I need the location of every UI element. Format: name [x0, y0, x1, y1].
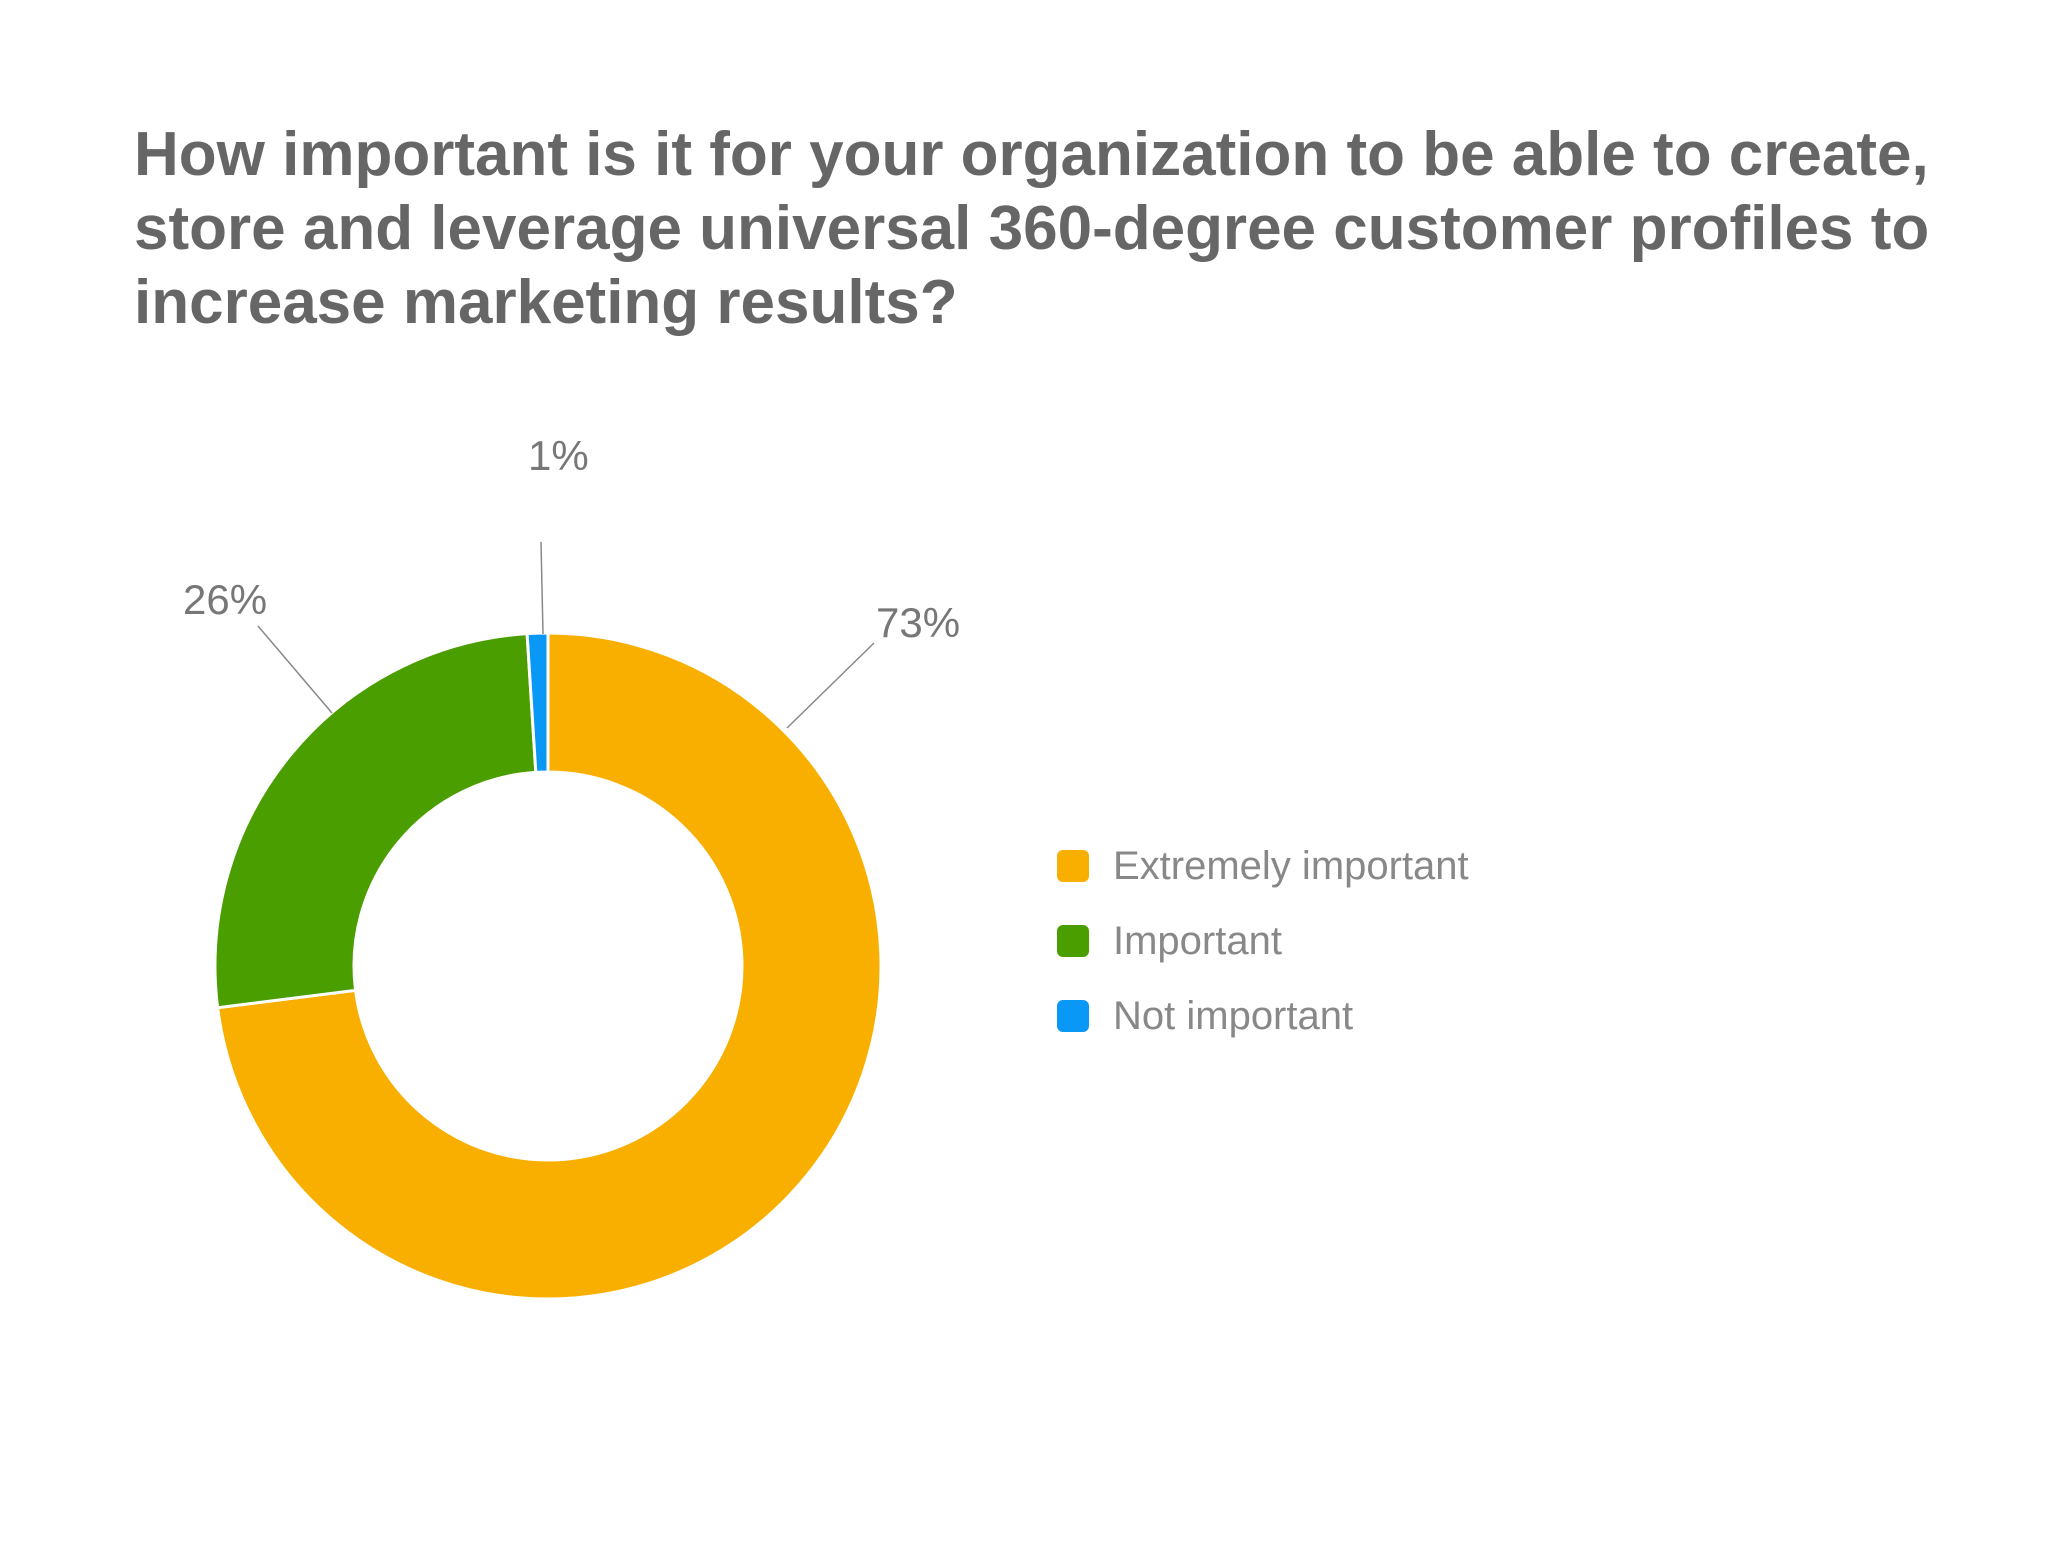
donut-slices: [213, 631, 883, 1301]
slice-important: [213, 632, 538, 1010]
slice-labels: 73% 26% 1%: [183, 432, 960, 646]
legend-swatch-not-important: [1057, 1000, 1089, 1032]
slice-not-important: [525, 631, 550, 774]
legend-label-extremely-important: Extremely important: [1113, 844, 1469, 888]
legend-swatch-extremely-important: [1057, 850, 1089, 882]
slice-label-extremely-important: 73%: [876, 599, 960, 646]
legend[interactable]: Extremely important Important Not importan…: [1057, 844, 1469, 1038]
chart-title: How important is it for your organizatio…: [134, 120, 1930, 337]
label-leader-lines: [257, 541, 875, 729]
slice-label-important: 26%: [183, 576, 267, 623]
legend-swatch-important: [1057, 925, 1089, 957]
leader-line-extremely-important: [786, 642, 875, 729]
leader-line-important: [257, 625, 333, 714]
slice-extremely-important: [215, 631, 883, 1301]
legend-item-extremely-important[interactable]: Extremely important: [1057, 844, 1469, 888]
slice-label-not-important: 1%: [528, 432, 589, 479]
legend-label-not-important: Not important: [1113, 994, 1353, 1038]
legend-item-not-important[interactable]: Not important: [1057, 994, 1353, 1038]
leader-line-not-important: [540, 541, 544, 635]
legend-label-important: Important: [1113, 919, 1282, 963]
legend-item-important[interactable]: Important: [1057, 919, 1282, 963]
